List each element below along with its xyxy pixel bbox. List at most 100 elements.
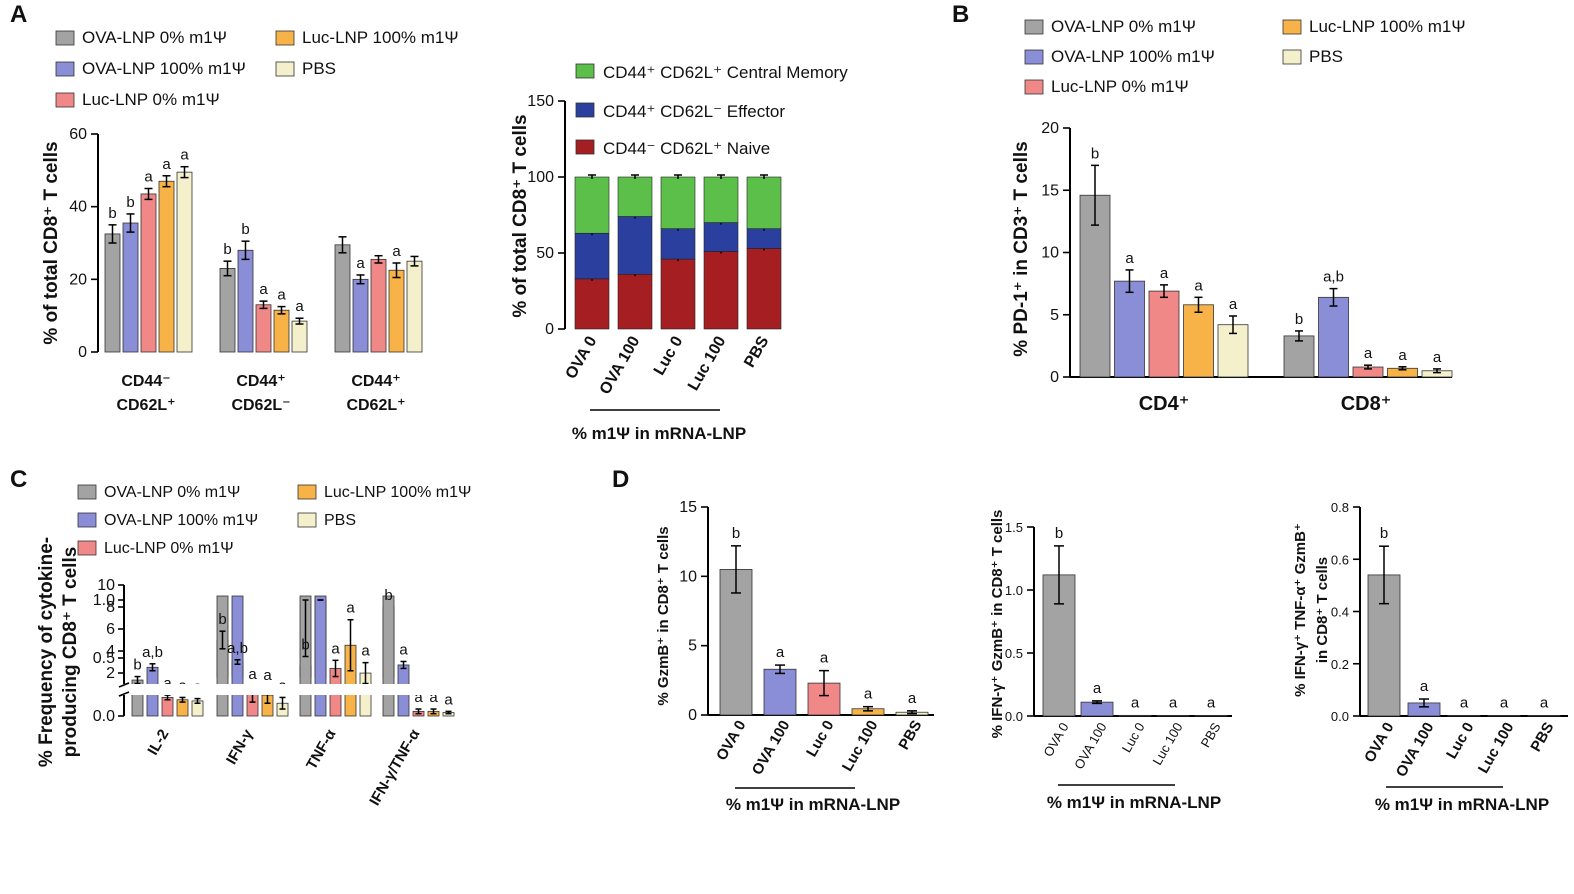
significance-label: a,b xyxy=(1323,269,1344,286)
significance-label: a xyxy=(356,255,365,272)
legend-label: OVA-LNP 100% m1Ψ xyxy=(1051,47,1215,66)
stacked-bar-segment xyxy=(617,216,653,275)
x-category-label: OVA 100 xyxy=(597,333,644,397)
y-tick-label: 4 xyxy=(106,643,115,660)
legend-swatch xyxy=(275,61,295,77)
chart-c: 0.00.51.0246810bbbba,ba,baaaaaaaaaaaaa% … xyxy=(36,537,502,809)
bar xyxy=(1148,290,1180,378)
x-category-label: CD44⁻ CD62L⁺ xyxy=(116,373,175,414)
x-category-label: OVA 100 xyxy=(749,718,794,778)
bar xyxy=(237,249,254,353)
chart-d2: 0.0 0.5 1.0 1.5 b OVA 0 a OVA 100 a Luc 0 a Luc 100… xyxy=(989,510,1232,812)
x-axis-title: % m1Ψ in mRNA-LNP xyxy=(572,424,746,443)
bar xyxy=(1080,701,1114,717)
significance-label: a xyxy=(1433,349,1442,366)
x-axis-title: % m1Ψ in mRNA-LNP xyxy=(726,795,900,814)
y-axis-title: % Frequency of cytokine-producing CD8⁺ T… xyxy=(36,537,81,767)
significance-label: b xyxy=(126,194,134,211)
panel-letter-d: D xyxy=(612,466,629,493)
bar xyxy=(219,268,236,353)
significance-label: a xyxy=(1364,345,1373,362)
significance-label: b xyxy=(1380,525,1388,542)
bar xyxy=(1156,715,1190,717)
significance-label: b xyxy=(1055,525,1063,542)
stacked-bar-segment xyxy=(617,273,653,330)
bar xyxy=(104,233,121,353)
y-tick-label: 0.5 xyxy=(1005,646,1023,661)
x-category-label: OVA 100 xyxy=(1393,720,1438,780)
x-category-label: CD44⁺ CD62L⁻ xyxy=(231,373,290,414)
legend-label: CD44⁺ CD62L⁺ Central Memory xyxy=(603,63,848,82)
x-category-label: PBS xyxy=(741,333,772,370)
legend-swatch xyxy=(575,63,595,79)
stacked-bar-segment xyxy=(703,251,739,330)
significance-label: a,b xyxy=(142,644,163,661)
x-category-line: CD62L⁺ xyxy=(116,397,175,414)
y-axis-title: % PD-1⁺ in CD3⁺ T cells xyxy=(1011,141,1032,356)
bar xyxy=(406,260,423,353)
bar-lower xyxy=(314,595,327,717)
significance-label: a xyxy=(1125,250,1134,267)
x-category-line: CD62L⁻ xyxy=(231,397,290,414)
x-category-label: Luc 100 xyxy=(839,718,882,775)
significance-label: a xyxy=(1500,694,1509,711)
x-category-line: CD62L⁺ xyxy=(346,397,405,414)
significance-label: a xyxy=(259,281,268,298)
legend-swatch xyxy=(77,540,97,556)
legend-label: CD44⁻ CD62L⁺ Naive xyxy=(603,139,770,158)
y-tick-label: 20 xyxy=(1041,120,1059,137)
x-category-line: CD44⁻ xyxy=(121,373,170,390)
bar xyxy=(388,269,405,353)
y-tick-label: 60 xyxy=(69,126,87,143)
axis-break-mark xyxy=(118,691,130,697)
significance-label: a xyxy=(392,243,401,260)
stacked-bar-segment xyxy=(660,176,696,229)
bar xyxy=(176,171,193,353)
significance-label: a xyxy=(399,641,408,658)
panel-letter-b: B xyxy=(952,1,969,28)
chart-a2: 0 50 100 150 % of total CD8⁺ T cells OVA 0OVA… xyxy=(510,63,848,443)
significance-label: a xyxy=(1460,694,1469,711)
x-category-label: PBS xyxy=(895,718,925,753)
legend-swatch xyxy=(1024,19,1044,35)
y-tick-label: 10 xyxy=(97,577,115,594)
x-axis-title: % m1Ψ in mRNA-LNP xyxy=(1375,795,1549,814)
legend-label: Luc-LNP 100% m1Ψ xyxy=(324,484,471,501)
y-axis-title: % of total CD8⁺ T cells xyxy=(510,114,531,317)
x-category-label: IL-2 xyxy=(144,727,172,759)
bar xyxy=(291,320,308,353)
significance-label: a xyxy=(180,147,189,164)
y-tick-label: 15 xyxy=(679,499,697,516)
y-tick-label: 5 xyxy=(688,638,697,655)
legend-swatch xyxy=(275,30,295,46)
bar xyxy=(1194,715,1228,717)
significance-label: b xyxy=(133,657,141,674)
stacked-bar-segment xyxy=(703,176,739,223)
legend-swatch xyxy=(297,484,317,500)
y-tick-label: 0.0 xyxy=(1005,709,1023,724)
stacked-bar-segment xyxy=(746,248,782,330)
x-category-label: IFN-γ xyxy=(223,726,257,768)
legend-swatch xyxy=(55,30,75,46)
y-axis-title: % IFN-γ⁺ TNF-α⁺ GzmB⁺ in CD8⁺ T cells xyxy=(1292,523,1331,697)
x-axis-title: % m1Ψ in mRNA-LNP xyxy=(1047,793,1221,812)
legend-swatch xyxy=(55,61,75,77)
x-category-label: OVA 0 xyxy=(1040,720,1071,759)
significance-label: a xyxy=(346,600,355,617)
bar xyxy=(122,222,139,353)
y-axis-title-line: in CD8⁺ T cells xyxy=(1314,557,1331,663)
stacked-bar-segment xyxy=(703,222,739,252)
bar xyxy=(763,668,797,716)
bar xyxy=(1283,335,1315,378)
x-category-label: CD4⁺ xyxy=(1139,393,1190,415)
legend-label: Luc-LNP 0% m1Ψ xyxy=(104,540,234,557)
significance-label: a xyxy=(414,689,423,706)
axis-break-gap xyxy=(102,684,502,695)
significance-label: a xyxy=(1540,694,1549,711)
significance-label: a xyxy=(1420,678,1429,695)
stacked-bar-segment xyxy=(746,228,782,249)
x-category-label: CD8⁺ xyxy=(1341,393,1392,415)
x-category-label: Luc 0 xyxy=(651,333,687,378)
significance-label: b xyxy=(301,637,309,654)
